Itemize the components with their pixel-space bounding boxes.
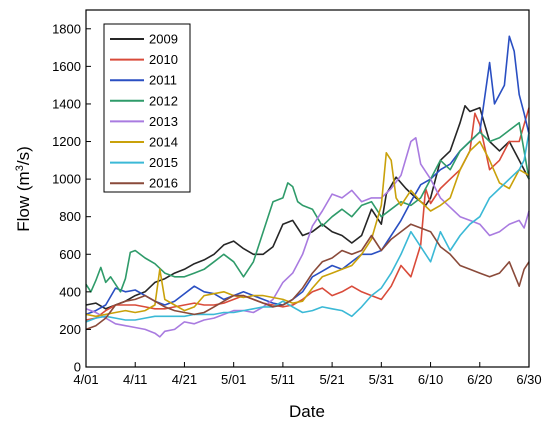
plot-frame [85, 9, 530, 368]
y-tick-label: 200 [59, 322, 81, 337]
legend-label-2009: 2009 [149, 32, 178, 47]
ticks-layer: 0 200 400 600 800 1000 1200 1400 1600 1800 4/01 4/1… [52, 21, 542, 387]
series-line-2014 [85, 140, 530, 318]
y-tick-label: 1400 [52, 96, 81, 111]
series-line-2015 [85, 131, 530, 323]
legend-label-2016: 2016 [149, 176, 178, 191]
x-axis-title: Date [289, 402, 325, 421]
series-line-2012 [85, 121, 530, 293]
series-line-2013 [85, 137, 530, 338]
legend-label-2011: 2011 [149, 73, 177, 88]
x-tick-label: 6/20 [467, 372, 492, 387]
x-tick-label: 6/30 [516, 372, 541, 387]
x-tick-label: 4/21 [172, 372, 197, 387]
x-tick-label: 4/11 [123, 372, 147, 387]
y-tick-label: 1200 [52, 134, 81, 149]
y-tick-label: 1800 [52, 21, 81, 36]
x-tick-label: 5/11 [271, 372, 295, 387]
legend-label-2013: 2013 [149, 114, 178, 129]
x-tick-label: 5/31 [369, 372, 394, 387]
x-tick-label: 5/01 [221, 372, 246, 387]
y-tick-label: 600 [59, 247, 81, 262]
y-tick-label: 1000 [52, 172, 81, 187]
y-tick-label: 400 [59, 284, 81, 299]
x-tick-label: 5/21 [319, 372, 344, 387]
series-line-2016 [85, 223, 530, 331]
legend-label-2014: 2014 [149, 135, 178, 150]
y-axis-title-main: Flow (m [14, 171, 33, 231]
y-axis-title-tail: /s) [14, 146, 33, 165]
y-axis-title: Flow (m3/s) [14, 146, 33, 231]
legend: 2009 2010 2011 2012 2013 2014 2015 2016 [103, 23, 191, 193]
legend-label-2015: 2015 [149, 155, 178, 170]
series-layer [85, 35, 530, 338]
series-line-2009 [85, 105, 530, 310]
x-tick-label: 4/01 [73, 372, 98, 387]
y-tick-label: 800 [59, 209, 81, 224]
y-tick-label: 1600 [52, 59, 81, 74]
y-tick-label: 0 [74, 360, 81, 375]
legend-label-2012: 2012 [149, 93, 178, 108]
legend-label-2010: 2010 [149, 52, 178, 67]
legend-box [103, 23, 191, 193]
x-tick-label: 6/10 [418, 372, 443, 387]
y-axis-title-superscript: 3 [14, 165, 26, 171]
